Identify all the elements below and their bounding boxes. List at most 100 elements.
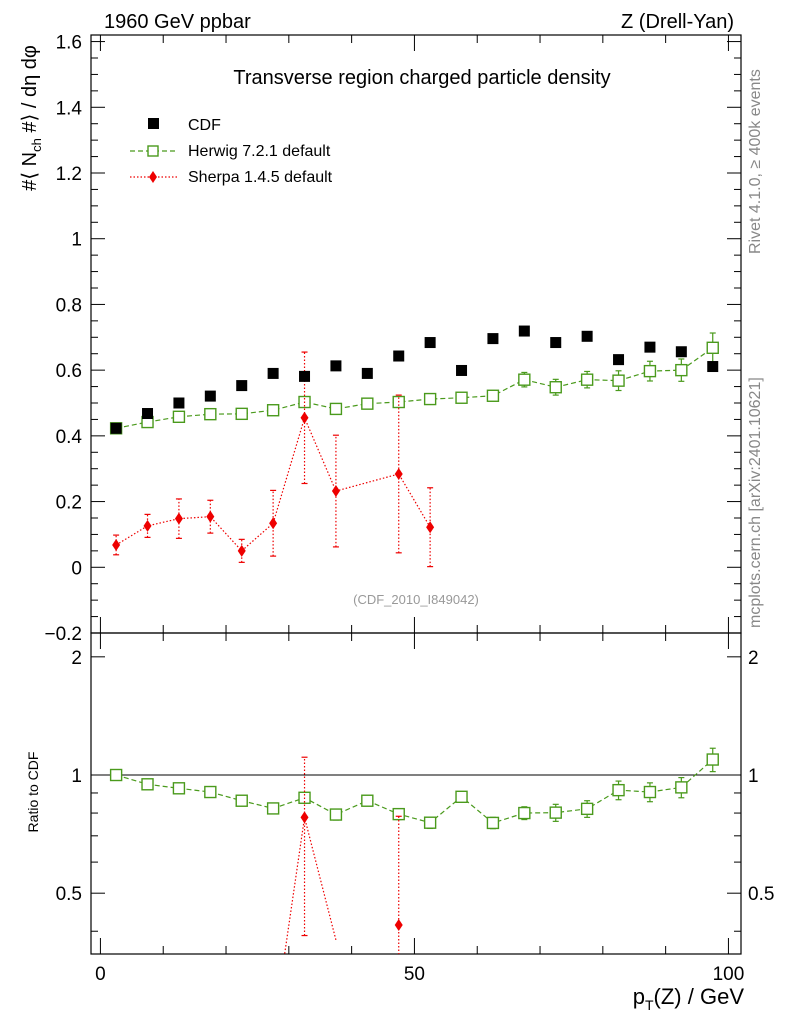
main-y-tick-label: 0.6 xyxy=(56,361,82,382)
ratio-y-tick-label-right: 1 xyxy=(748,766,759,787)
ratio-herwig-point xyxy=(361,794,374,807)
cdf-point xyxy=(173,397,185,409)
ratio-herwig-point xyxy=(141,778,154,791)
ratio-x-ticks: 0 50 100 xyxy=(95,633,744,985)
legend-label-sherpa: Sherpa 1.4.5 default xyxy=(188,169,333,186)
legend-marker-herwig xyxy=(147,145,159,157)
ratio-panel: 0.5 0.5 1 1 2 2 0 50 100 Ratio to CDF pT(Z) / G… xyxy=(25,632,774,1013)
ratio-herwig-point xyxy=(329,808,343,821)
cdf-point xyxy=(142,408,154,420)
main-y-axis-label: #⟨ Nch #⟩ / dη dφ xyxy=(19,45,44,191)
chart-title: Transverse region charged particle densi… xyxy=(233,67,610,89)
ratio-herwig-point xyxy=(706,753,719,766)
rivet-version-label: Rivet 4.1.0, ≥ 400k events xyxy=(747,69,764,254)
header-process-label: Z (Drell-Yan) xyxy=(621,11,734,33)
herwig-point xyxy=(549,381,562,394)
cdf-point xyxy=(330,360,342,372)
sherpa-point xyxy=(269,517,278,530)
main-y-tick-label: 0 xyxy=(71,558,82,579)
sherpa-point xyxy=(237,544,246,557)
sherpa-point xyxy=(174,512,183,525)
cdf-point xyxy=(424,337,436,349)
herwig-point xyxy=(518,373,531,386)
ratio-herwig-point xyxy=(675,781,688,794)
cdf-point xyxy=(299,370,311,382)
sherpa-point xyxy=(426,521,435,534)
cdf-point xyxy=(456,364,468,376)
herwig-point xyxy=(486,389,500,402)
cdf-point xyxy=(581,330,593,342)
ratio-herwig-point xyxy=(109,768,123,782)
ratio-herwig-point xyxy=(235,794,248,807)
sherpa-point xyxy=(143,519,152,532)
herwig-point xyxy=(643,364,657,378)
x-tick-label: 0 xyxy=(95,964,106,985)
main-y-tick-label: 1 xyxy=(71,230,82,251)
main-y-tick-label: −0.2 xyxy=(44,624,82,645)
ratio-sherpa-group xyxy=(284,756,403,954)
cdf-point xyxy=(393,350,405,362)
ratio-herwig-point xyxy=(486,816,500,830)
main-series-layer xyxy=(109,325,719,568)
cdf-point xyxy=(267,367,279,379)
main-y-tick-label: 0.4 xyxy=(56,427,83,448)
legend-label-herwig: Herwig 7.2.1 default xyxy=(188,143,331,160)
ratio-sherpa-point xyxy=(300,811,309,824)
header-energy-label: 1960 GeV ppbar xyxy=(104,11,251,33)
ratio-herwig-point xyxy=(423,816,437,829)
main-x-ticks xyxy=(99,35,729,633)
ratio-herwig-point xyxy=(266,802,280,815)
main-y-ticks: −0.2 0 0.2 0.4 0.6 0.8 1 1.2 1.4 1.6 xyxy=(44,33,741,645)
herwig-point xyxy=(235,407,248,421)
herwig-point xyxy=(612,374,625,387)
ratio-y-ticks: 0.5 0.5 1 1 2 2 xyxy=(56,648,774,932)
cdf-point xyxy=(361,367,373,379)
sherpa-point xyxy=(394,467,403,480)
cdf-point xyxy=(644,341,656,353)
main-y-tick-label: 0.8 xyxy=(56,295,82,316)
cdf-point xyxy=(487,333,499,345)
ratio-y-tick-label-right: 0.5 xyxy=(748,884,774,905)
ratio-y-tick-label: 1 xyxy=(71,766,82,787)
ratio-y-tick-label: 0.5 xyxy=(56,884,82,905)
main-y-tick-label: 1.6 xyxy=(56,33,82,54)
ratio-herwig-point xyxy=(172,782,186,795)
cdf-point xyxy=(675,346,687,358)
herwig-point xyxy=(423,392,437,406)
ratio-herwig-point xyxy=(643,785,657,799)
ratio-herwig-point xyxy=(580,802,594,816)
x-tick-label: 50 xyxy=(404,964,425,985)
ratio-herwig-point xyxy=(392,807,405,821)
cdf-point xyxy=(613,354,625,366)
sherpa-point xyxy=(112,538,121,551)
herwig-point xyxy=(329,402,343,416)
ratio-series-layer xyxy=(109,747,719,954)
main-y-tick-label: 1.2 xyxy=(56,164,82,185)
legend-label-cdf: CDF xyxy=(188,117,221,134)
ratio-herwig-point xyxy=(455,790,468,804)
ratio-herwig-point xyxy=(612,783,625,797)
cdf-point xyxy=(204,390,216,402)
analysis-id-label: (CDF_2010_I849042) xyxy=(353,592,479,607)
cdf-point xyxy=(110,422,122,434)
x-tick-label: 100 xyxy=(713,964,745,985)
cdf-point xyxy=(236,380,248,392)
herwig-point xyxy=(204,407,217,421)
main-y-tick-label: 1.4 xyxy=(56,98,83,119)
sherpa-point xyxy=(331,485,340,498)
ratio-y-tick-label-right: 2 xyxy=(748,648,759,669)
herwig-point xyxy=(455,391,468,404)
sherpa-point xyxy=(300,411,309,424)
ratio-herwig-point xyxy=(518,806,531,820)
main-panel: −0.2 0 0.2 0.4 0.6 0.8 1 1.2 1.4 1.6 Transverse r… xyxy=(19,33,742,645)
x-axis-label: pT(Z) / GeV xyxy=(633,984,745,1013)
legend-marker-sherpa xyxy=(149,171,157,183)
legend-marker-cdf xyxy=(148,118,159,129)
sherpa-point xyxy=(206,510,215,523)
mcplots-label: mcplots.cern.ch [arXiv:2401.10621] xyxy=(747,377,764,628)
ratio-herwig-point xyxy=(549,806,562,819)
sherpa-line xyxy=(115,416,431,552)
herwig-point xyxy=(706,341,719,354)
ratio-herwig-point xyxy=(204,785,217,799)
